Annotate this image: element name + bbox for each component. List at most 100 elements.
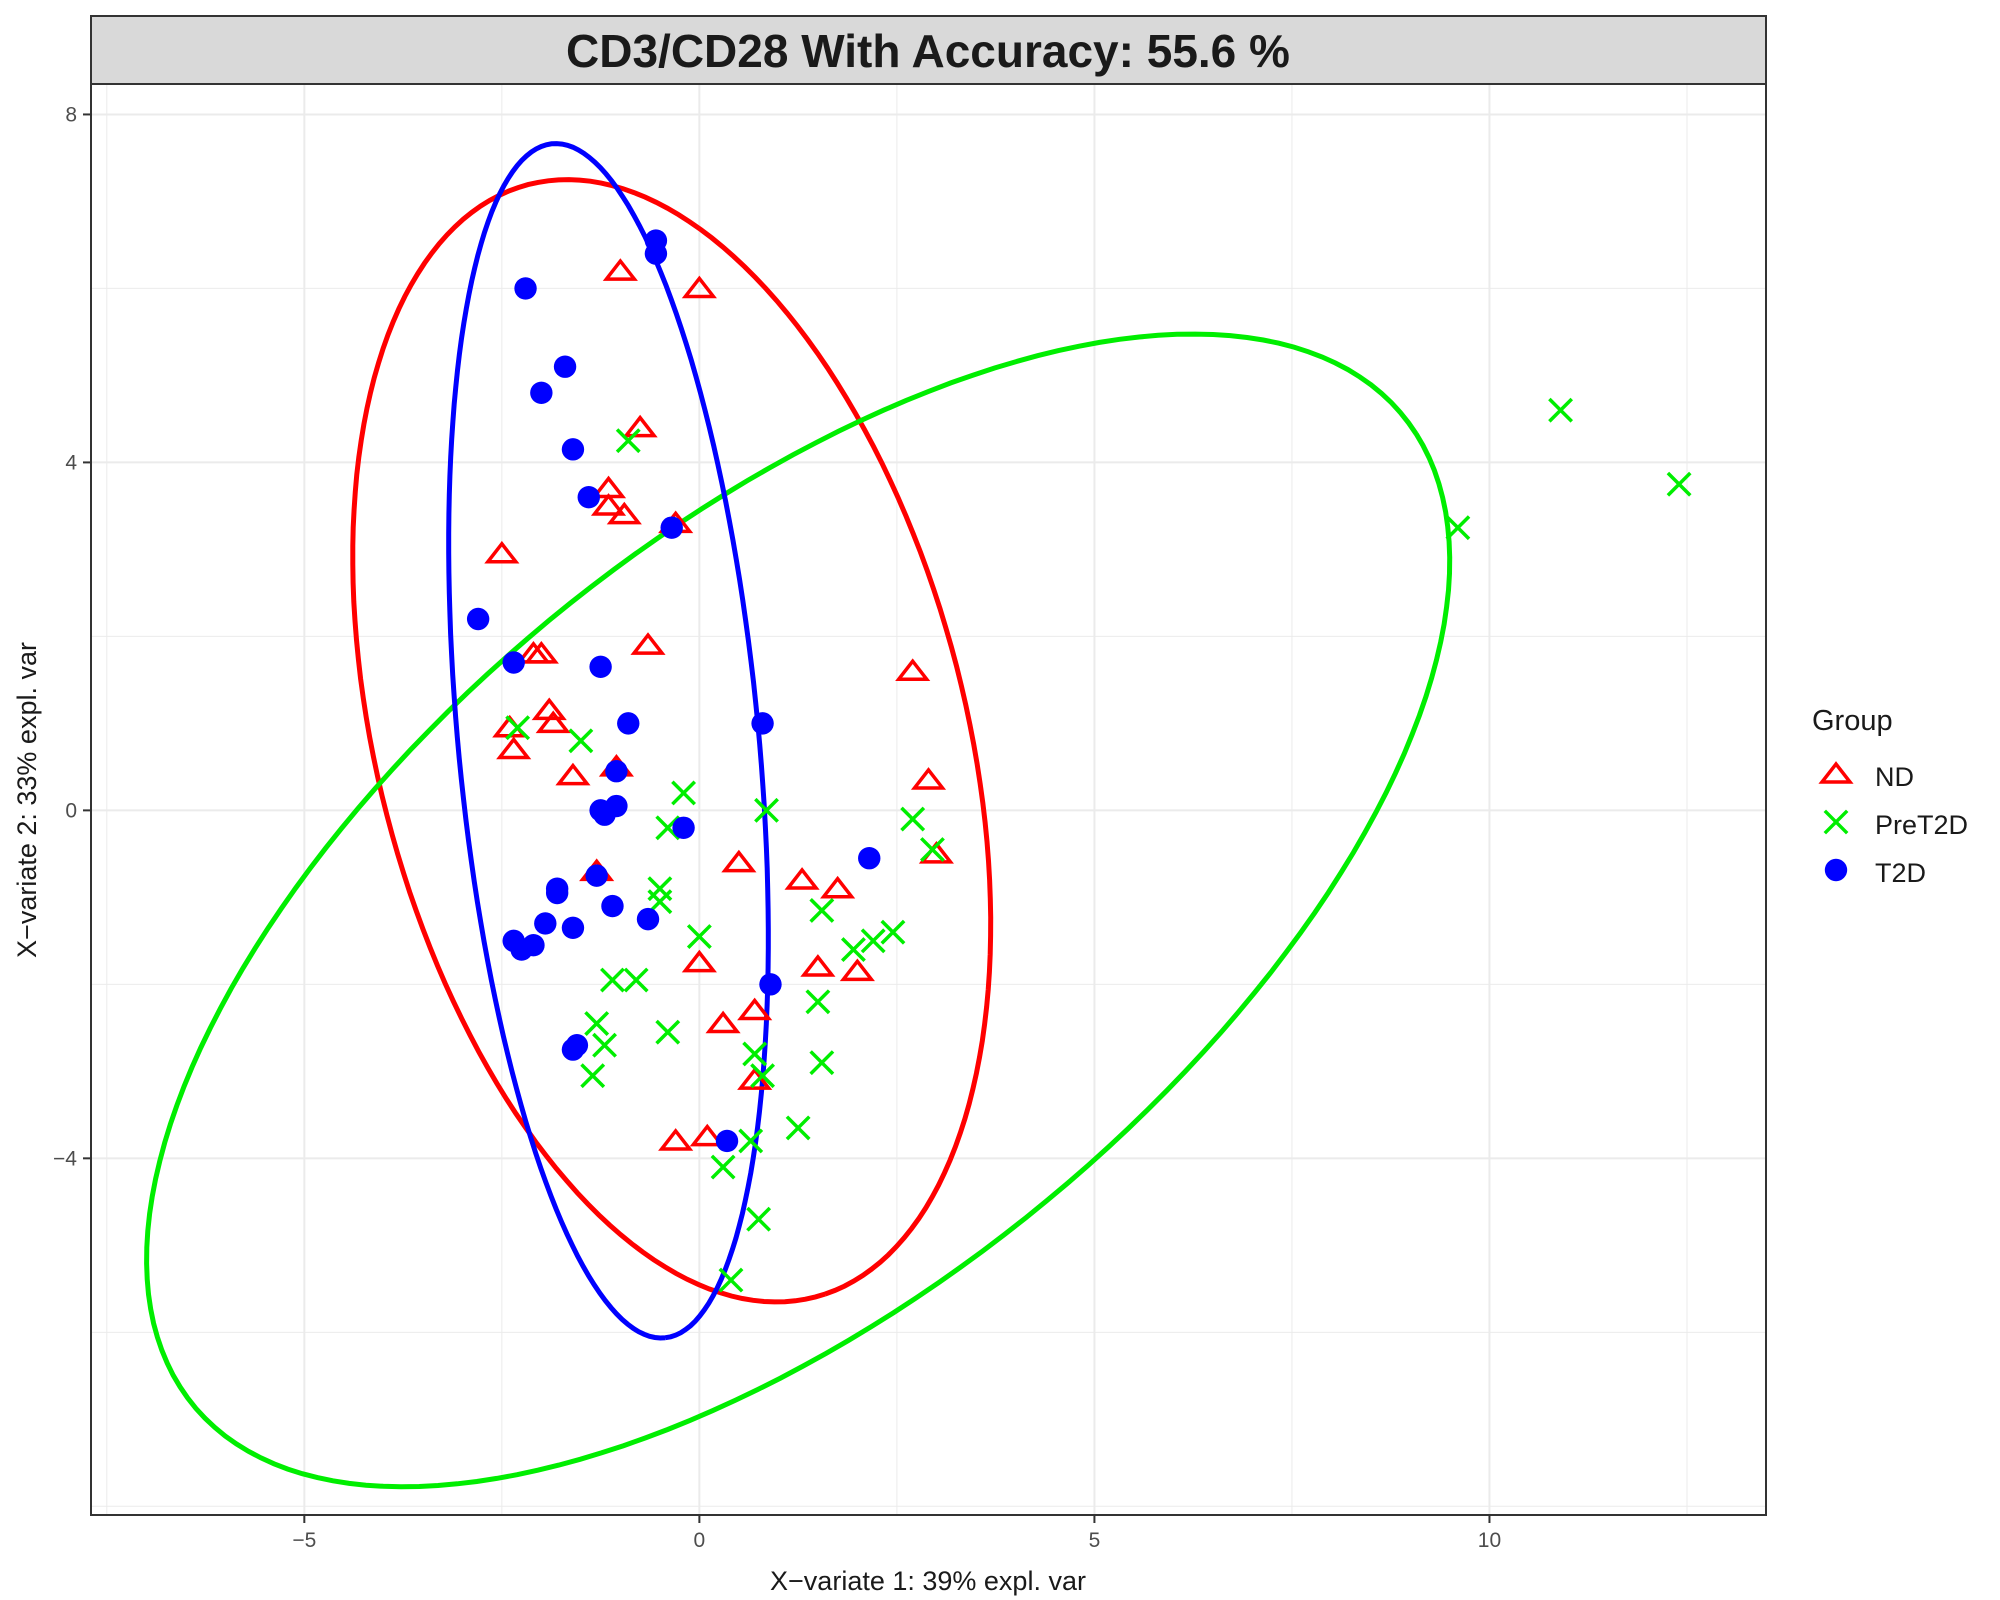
point-nd bbox=[784, 867, 820, 890]
point-nd bbox=[602, 258, 638, 281]
point-t2d bbox=[759, 973, 782, 996]
point-pret2d bbox=[600, 967, 625, 993]
point-t2d bbox=[502, 651, 525, 674]
legend-label-pret2d: PreT2D bbox=[1875, 810, 1968, 840]
point-t2d bbox=[660, 516, 683, 539]
point-nd bbox=[496, 736, 532, 760]
point-nd bbox=[681, 949, 717, 973]
point-pret2d bbox=[584, 1011, 610, 1036]
legend-key-t2d bbox=[1824, 858, 1848, 882]
point-pret2d bbox=[805, 989, 831, 1015]
point-pret2d bbox=[750, 1063, 776, 1089]
y-tick-label: 4 bbox=[65, 451, 77, 474]
point-t2d bbox=[553, 355, 577, 378]
point-t2d bbox=[617, 712, 640, 735]
y-tick-label: 8 bbox=[65, 103, 77, 126]
point-pret2d bbox=[785, 1115, 811, 1141]
legend-key-pret2d bbox=[1823, 809, 1849, 835]
point-pret2d bbox=[1445, 515, 1471, 541]
point-t2d bbox=[605, 760, 628, 783]
point-t2d bbox=[636, 907, 660, 931]
point-t2d bbox=[522, 934, 545, 957]
legend-label-t2d: T2D bbox=[1875, 858, 1926, 888]
point-t2d bbox=[545, 881, 569, 905]
chart-title: CD3/CD28 With Accuracy: 55.6 % bbox=[566, 25, 1290, 77]
ellipse-t2d bbox=[446, 141, 771, 1341]
y-axis-label: X−variate 2: 33% expl. var bbox=[12, 642, 42, 958]
point-pret2d bbox=[1548, 397, 1574, 423]
point-nd bbox=[895, 658, 931, 681]
point-nd bbox=[606, 501, 642, 525]
axis-ticks: −5 0 5 10 −4 0 4 8 bbox=[53, 103, 1501, 1552]
point-pret2d bbox=[738, 1128, 764, 1154]
point-pret2d bbox=[710, 1154, 736, 1180]
point-pret2d bbox=[580, 1063, 606, 1089]
point-nd bbox=[839, 958, 875, 982]
point-pret2d bbox=[623, 967, 649, 993]
legend-title: Group bbox=[1812, 705, 1893, 737]
ellipse-pret2d bbox=[144, 331, 1453, 1490]
point-pret2d bbox=[1666, 471, 1692, 497]
point-pret2d bbox=[900, 806, 926, 832]
point-pret2d bbox=[742, 1041, 768, 1067]
x-tick-label: 10 bbox=[1478, 1529, 1501, 1552]
point-t2d bbox=[605, 794, 628, 818]
point-nd bbox=[535, 710, 571, 734]
x-tick-label: 0 bbox=[694, 1529, 706, 1552]
point-t2d bbox=[858, 847, 881, 870]
point-nd bbox=[705, 1010, 741, 1034]
point-pret2d bbox=[746, 1206, 772, 1232]
plot-panel-border bbox=[90, 83, 1767, 1516]
point-nd bbox=[630, 632, 666, 655]
title-strip bbox=[90, 15, 1767, 85]
point-pret2d bbox=[568, 728, 594, 754]
point-nd bbox=[721, 849, 757, 873]
plot-panel bbox=[91, 84, 1766, 1515]
point-t2d bbox=[561, 438, 585, 461]
point-nd bbox=[658, 1128, 694, 1151]
point-t2d bbox=[715, 1129, 739, 1153]
point-t2d bbox=[514, 277, 537, 300]
point-nd bbox=[820, 875, 856, 899]
legend-keys bbox=[1818, 761, 1854, 882]
point-pret2d bbox=[880, 919, 906, 945]
point-pret2d bbox=[655, 1019, 681, 1045]
x-axis-label: X−variate 1: 39% expl. var bbox=[770, 1566, 1086, 1596]
point-t2d bbox=[585, 864, 608, 887]
point-t2d bbox=[601, 894, 624, 918]
point-nd bbox=[800, 954, 836, 977]
x-tick-label: 5 bbox=[1089, 1529, 1101, 1552]
x-tick-label: −5 bbox=[292, 1529, 316, 1552]
y-tick-label: 0 bbox=[65, 799, 77, 822]
confidence-ellipses bbox=[144, 141, 1453, 1490]
point-pret2d bbox=[920, 837, 945, 862]
point-nd bbox=[484, 540, 520, 564]
point-t2d bbox=[466, 607, 490, 631]
point-pret2d bbox=[860, 928, 886, 954]
point-t2d bbox=[561, 916, 585, 940]
point-nd bbox=[737, 1067, 773, 1090]
point-nd bbox=[622, 414, 658, 438]
legend: Group ND PreT2D T2D bbox=[1812, 705, 1968, 888]
point-t2d bbox=[577, 486, 600, 509]
point-t2d bbox=[589, 655, 612, 679]
data-points bbox=[466, 229, 1692, 1293]
legend-label-nd: ND bbox=[1875, 762, 1914, 792]
point-nd bbox=[555, 762, 591, 786]
point-pret2d bbox=[718, 1267, 744, 1293]
y-tick-label: −4 bbox=[53, 1147, 77, 1170]
point-nd bbox=[590, 493, 627, 516]
point-pret2d bbox=[686, 924, 712, 949]
point-t2d bbox=[534, 912, 557, 935]
point-t2d bbox=[751, 712, 774, 735]
point-t2d bbox=[561, 1038, 585, 1061]
point-nd bbox=[689, 1123, 725, 1147]
grid-lines bbox=[91, 84, 1766, 1515]
point-pret2d bbox=[615, 428, 641, 454]
ellipse-nd bbox=[350, 177, 994, 1305]
point-pret2d bbox=[841, 937, 866, 962]
point-pret2d bbox=[505, 715, 531, 741]
point-t2d bbox=[530, 381, 553, 405]
point-pret2d bbox=[809, 897, 835, 923]
